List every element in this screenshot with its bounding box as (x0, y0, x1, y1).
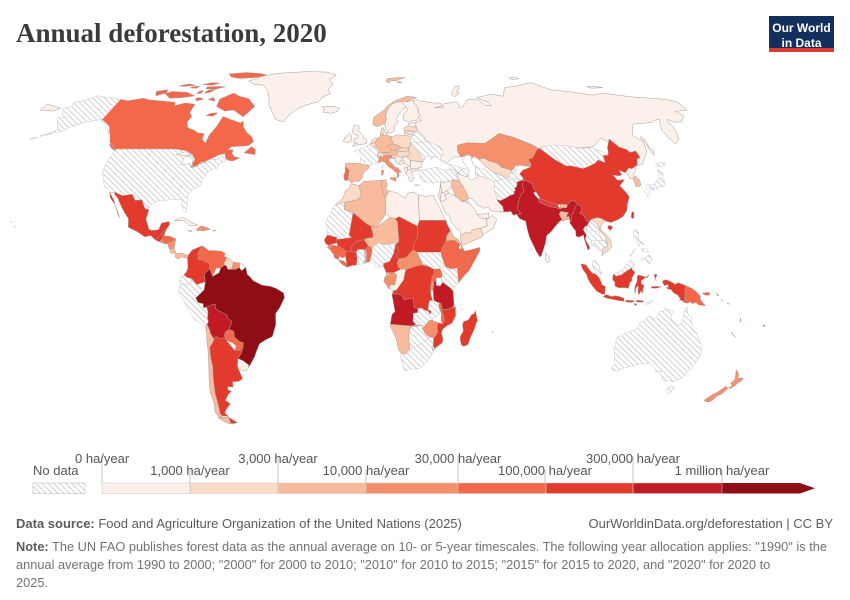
svg-text:1,000 ha/year: 1,000 ha/year (150, 463, 230, 478)
svg-text:100,000 ha/year: 100,000 ha/year (498, 463, 593, 478)
svg-text:No data: No data (33, 463, 79, 478)
svg-text:3,000 ha/year: 3,000 ha/year (238, 451, 318, 466)
svg-text:300,000 ha/year: 300,000 ha/year (586, 451, 681, 466)
svg-text:0 ha/year: 0 ha/year (75, 451, 130, 466)
svg-text:10,000 ha/year: 10,000 ha/year (323, 463, 410, 478)
svg-text:30,000 ha/year: 30,000 ha/year (415, 451, 502, 466)
svg-text:1 million ha/year: 1 million ha/year (675, 463, 770, 478)
